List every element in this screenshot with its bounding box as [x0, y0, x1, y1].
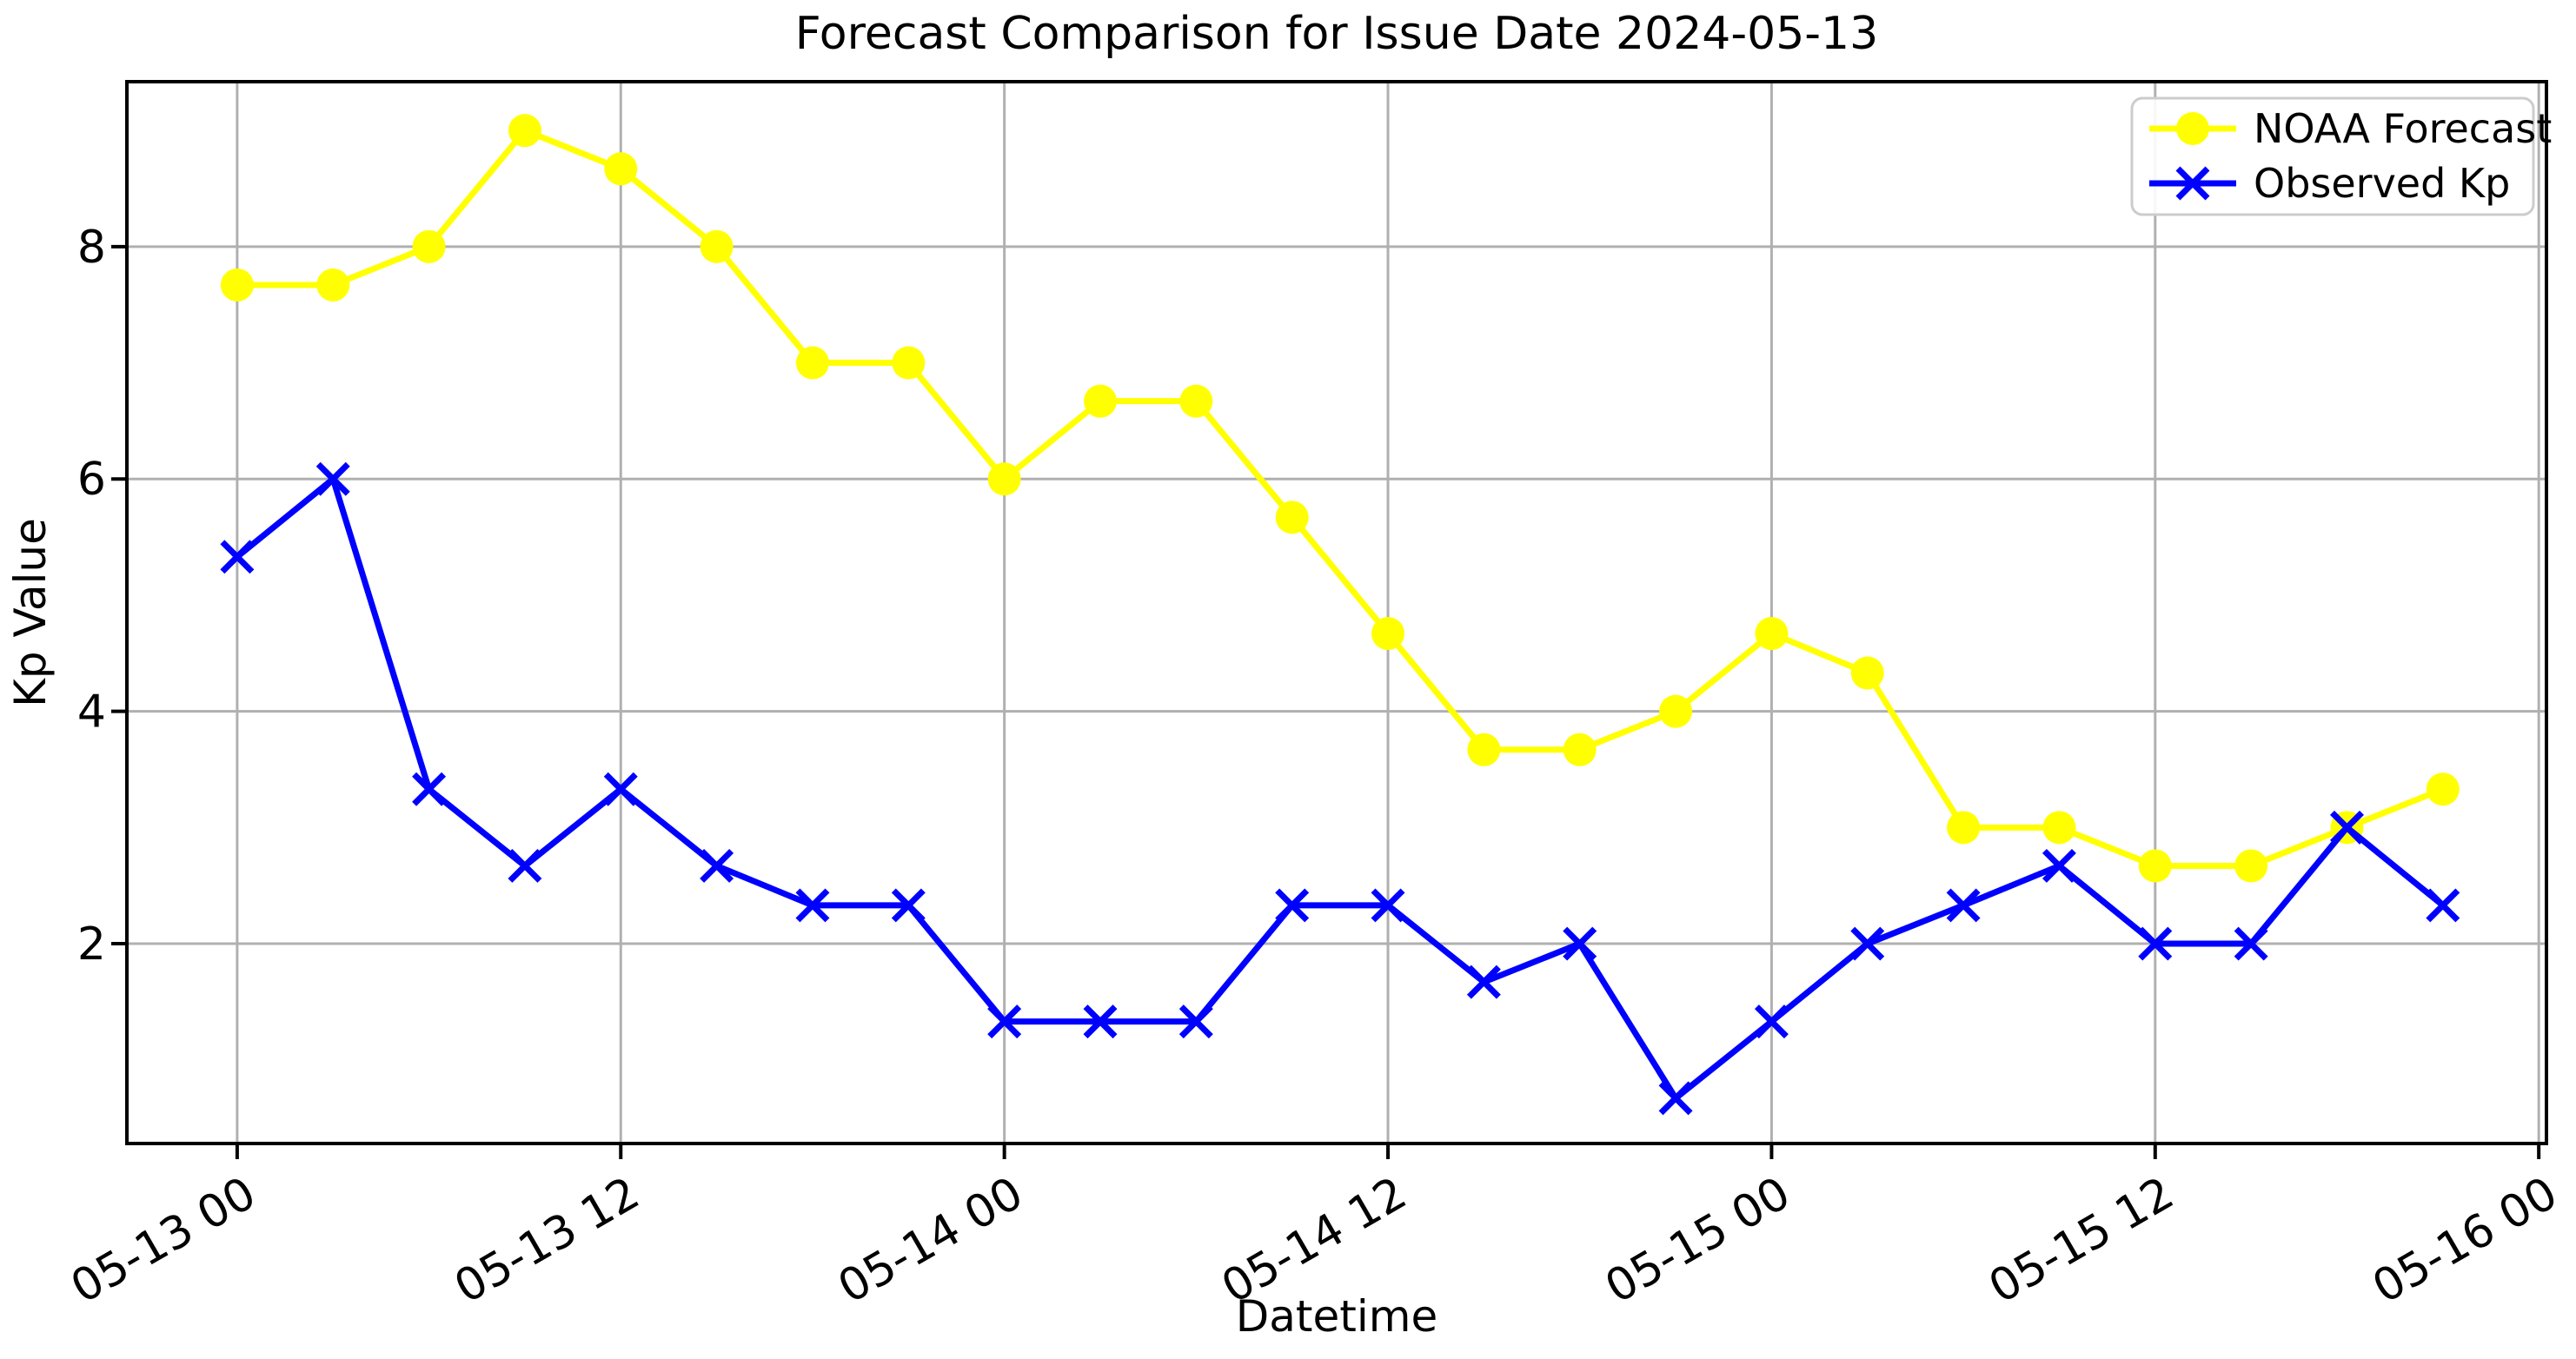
marker-x — [508, 848, 542, 883]
marker-x — [795, 888, 830, 923]
plot-border — [125, 80, 2548, 1145]
marker-circle — [1755, 617, 1789, 651]
grid-layer — [127, 82, 2546, 1144]
marker-x — [1083, 1004, 1118, 1039]
series-line — [236, 127, 2445, 869]
marker-circle — [1084, 384, 1117, 418]
x-axis-label: Datetime — [1236, 1291, 1437, 1342]
y-tick-label: 2 — [77, 918, 106, 971]
marker-circle — [795, 346, 829, 380]
marker-x — [2330, 810, 2364, 845]
y-tick-label: 4 — [77, 686, 106, 739]
marker-x — [2042, 848, 2076, 883]
marker-circle — [1275, 501, 1309, 534]
x-tick-label: 05-14 00 — [830, 1167, 1032, 1314]
legend-x-marker-icon — [2175, 166, 2210, 201]
marker-circle — [220, 268, 254, 302]
series-layer — [220, 114, 2460, 1116]
tick-layer — [111, 244, 2541, 1159]
y-tick-label: 6 — [77, 454, 106, 506]
marker-circle — [1947, 811, 1981, 845]
marker-circle — [892, 346, 926, 380]
x-tick-label: 05-15 12 — [1981, 1167, 2182, 1314]
marker-circle — [2234, 849, 2268, 883]
marker-x — [1178, 1004, 1213, 1039]
legend-label-noaa: NOAA Forecast — [2254, 105, 2552, 152]
marker-x — [987, 1004, 1022, 1039]
marker-circle — [1659, 694, 1693, 728]
marker-circle — [2426, 772, 2460, 806]
marker-circle — [987, 462, 1021, 496]
marker-x — [315, 461, 350, 496]
marker-circle — [1563, 733, 1597, 766]
marker-x — [1850, 926, 1885, 961]
marker-x — [2234, 926, 2268, 961]
marker-x — [412, 772, 447, 806]
marker-circle — [412, 229, 446, 263]
legend-label-observed: Observed Kp — [2254, 160, 2510, 207]
marker-x — [220, 540, 255, 574]
marker-x — [891, 888, 926, 923]
x-tick-label: 05-15 00 — [1597, 1167, 1798, 1314]
marker-circle — [604, 152, 638, 186]
marker-x — [2426, 888, 2460, 923]
series-observed-kp — [220, 461, 2460, 1116]
marker-x — [1563, 926, 1597, 961]
chart-title: Forecast Comparison for Issue Date 2024-… — [795, 8, 1878, 60]
marker-circle — [2138, 849, 2172, 883]
marker-x — [2138, 926, 2173, 961]
legend-circle-marker-icon — [2176, 112, 2209, 145]
marker-circle — [1467, 733, 1501, 766]
marker-x — [1466, 965, 1501, 999]
marker-x — [1946, 888, 1981, 923]
y-axis-label: Kp Value — [5, 518, 56, 707]
marker-circle — [316, 268, 350, 302]
marker-circle — [700, 229, 734, 263]
legend: NOAA Forecast Observed Kp — [2130, 96, 2552, 216]
marker-circle — [1179, 384, 1213, 418]
marker-x — [1754, 1004, 1789, 1039]
marker-x — [700, 848, 734, 883]
marker-circle — [508, 114, 541, 148]
y-tick-label: 8 — [77, 222, 106, 274]
marker-x — [1371, 888, 1405, 923]
tick-label-layer: 05-13 00 05-13 12 05-14 00 05-14 12 05-15 00… — [63, 222, 2566, 1314]
series-noaa-forecast — [220, 114, 2460, 883]
marker-circle — [1850, 656, 1884, 690]
marker-x — [603, 772, 638, 806]
x-tick-label: 05-13 12 — [446, 1167, 647, 1314]
marker-x — [1658, 1081, 1693, 1116]
x-tick-label: 05-13 00 — [63, 1167, 264, 1314]
marker-circle — [1371, 617, 1405, 651]
marker-circle — [2042, 811, 2076, 845]
marker-x — [1275, 888, 1310, 923]
x-tick-label: 05-16 00 — [2364, 1167, 2566, 1314]
